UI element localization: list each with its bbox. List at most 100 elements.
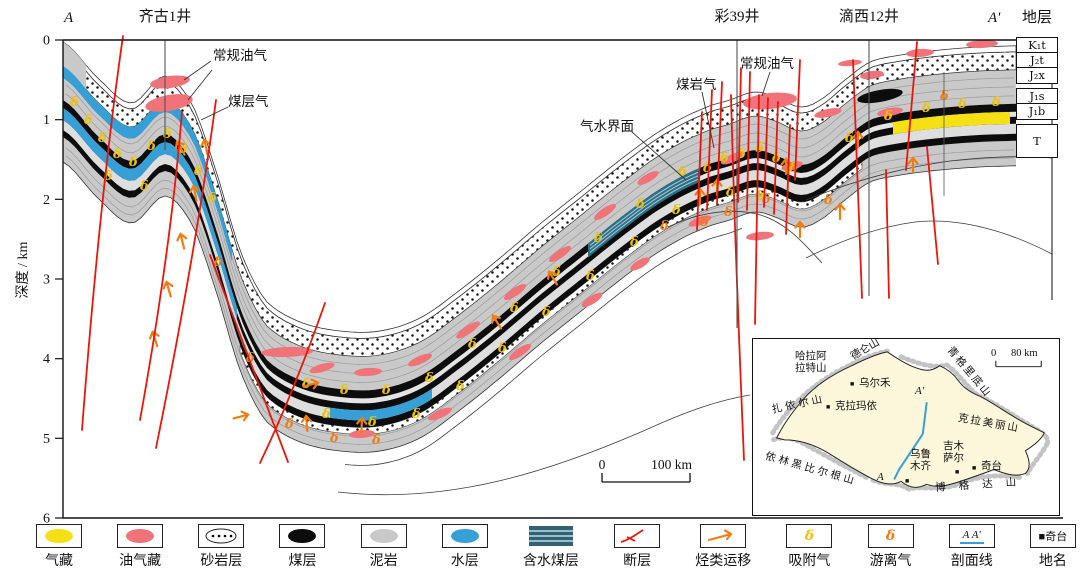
svg-text:δ: δ [509, 301, 519, 316]
svg-text:5: 5 [43, 432, 50, 447]
svg-text:δ: δ [455, 379, 465, 394]
legend-item-oil-gas-reservoir: 油气藏 [117, 524, 164, 570]
axis-tick-labels: 0 1 2 3 4 5 6 [43, 34, 50, 527]
section-scalebar [601, 473, 691, 483]
svg-text:δ: δ [371, 433, 381, 448]
svg-text:δ: δ [719, 151, 729, 166]
section-end-marker: A' [988, 10, 1001, 26]
map-city-wuerhe: 乌尔禾 [859, 378, 891, 389]
svg-text:δ: δ [103, 169, 113, 184]
legend-item-aquifer-coal: 含水煤层 [523, 524, 579, 570]
svg-text:δ: δ [702, 161, 712, 176]
svg-text:4: 4 [43, 352, 50, 367]
map-city-marker-wulumuqi: ■ [905, 477, 910, 485]
svg-text:δ: δ [467, 337, 477, 352]
map-profile-end: A [877, 471, 884, 483]
map-city-marker-jimusaer: ■ [955, 468, 960, 476]
svg-text:δ: δ [736, 147, 746, 162]
legend-item-profile-line: A A' 剖面线 [948, 524, 995, 570]
scalebar-length: 100 km [651, 457, 692, 472]
svg-text:δ: δ [725, 185, 735, 200]
annotation-coalbed-methane: 煤层气 [228, 94, 269, 109]
svg-text:3: 3 [43, 273, 50, 288]
profile-line-swatch: A A' [948, 524, 995, 548]
aquifer-coal-swatch [527, 524, 574, 548]
map-scalebar [995, 360, 1042, 368]
svg-text:δ: δ [921, 101, 931, 116]
svg-text:δ: δ [339, 383, 349, 398]
oil-gas-reservoir-lenses [145, 39, 998, 439]
map-scale-zero: 0 [991, 348, 997, 359]
svg-text:δ: δ [883, 109, 893, 124]
legend-item-free-gas: δ 游离气 [867, 524, 914, 570]
well-label-qigu1: 齐古1井 [138, 9, 192, 25]
place-name-swatch: ■奇台 [1029, 524, 1076, 548]
svg-text:6: 6 [43, 512, 50, 527]
svg-text:δ: δ [329, 431, 339, 446]
water-layer-swatch [441, 524, 488, 548]
strat-box-j2x: J₂x [1016, 67, 1058, 84]
place-marker: ■ [1038, 531, 1046, 543]
map-city-qitai: 奇台 [981, 461, 1002, 472]
svg-text:δ: δ [213, 255, 223, 270]
free-gas-symbols: δδ δδ δδ δδ δδ δ [213, 89, 949, 448]
svg-text:δ: δ [245, 351, 255, 366]
svg-text:δ: δ [671, 203, 681, 218]
annotation-coal-rock-gas: 煤岩气 [676, 77, 717, 92]
legend-item-water-layer: 水层 [441, 524, 488, 570]
legend-item-migration: 烃类运移 [695, 524, 751, 570]
fault-swatch [614, 524, 661, 548]
svg-text:0: 0 [43, 34, 50, 49]
svg-text:δ: δ [97, 131, 107, 146]
svg-text:δ: δ [193, 164, 203, 179]
gas-reservoir-swatch [36, 524, 82, 548]
scalebar-zero: 0 [598, 457, 606, 472]
svg-text:δ: δ [424, 371, 434, 386]
map-city-kelamayi: 克拉玛依 [835, 401, 877, 412]
section-start-marker: A [64, 10, 74, 26]
map-profile-start: A' [915, 385, 925, 397]
profile-line [893, 402, 928, 480]
oil-gas-reservoir-swatch [117, 524, 164, 548]
svg-text:δ: δ [541, 305, 551, 320]
well-label-dixi12: 滴西12井 [838, 9, 899, 25]
svg-text:δ: δ [699, 215, 709, 230]
map-city-jimusaer: 吉木萨尔 [943, 441, 964, 464]
legend-item-adsorbed-gas: δ 吸附气 [786, 524, 833, 570]
migration-swatch [700, 524, 747, 548]
inset-location-map: 0 80 km A' A 哈拉阿拉特山 德仑山 扎依尔山 青格里底山 克拉美丽山… [752, 337, 1060, 516]
map-city-marker-wuerhe: ■ [850, 380, 855, 388]
svg-text:δ: δ [112, 147, 122, 162]
svg-text:δ: δ [723, 205, 733, 220]
svg-text:δ: δ [823, 193, 833, 208]
svg-text:δ: δ [367, 415, 377, 430]
strata-column-header: 地层 [1022, 10, 1053, 26]
map-city-marker-qitai: ■ [972, 464, 977, 472]
strat-box-j1b: J₁b [1016, 103, 1058, 120]
mudstone-swatch [360, 524, 407, 548]
legend-item-fault: 断层 [614, 524, 661, 570]
svg-text:δ: δ [284, 417, 294, 432]
free-gas-swatch: δ [867, 524, 914, 548]
map-scale-length: 80 km [1011, 348, 1038, 359]
sandstone-swatch [198, 524, 245, 548]
svg-text:δ: δ [551, 265, 561, 280]
coal-seam-swatch [279, 524, 326, 548]
svg-text:δ: δ [146, 139, 156, 154]
strat-box-t: T [1016, 124, 1058, 158]
svg-text:δ: δ [991, 95, 1001, 110]
legend-item-sandstone: 砂岩层 [198, 524, 245, 570]
svg-text:δ: δ [321, 407, 331, 422]
adsorbed-gas-swatch: δ [786, 524, 833, 548]
strat-box-k1t: K₁t [1016, 37, 1058, 54]
svg-text:1: 1 [43, 113, 50, 128]
svg-text:δ: δ [381, 383, 391, 398]
svg-text:δ: δ [585, 269, 595, 284]
svg-text:δ: δ [128, 155, 138, 170]
svg-text:δ: δ [301, 377, 311, 392]
svg-text:δ: δ [629, 235, 639, 250]
fault-lines [81, 35, 939, 464]
legend-item-place-name: ■奇台 地名 [1029, 524, 1076, 570]
axis-ticks [55, 39, 63, 519]
